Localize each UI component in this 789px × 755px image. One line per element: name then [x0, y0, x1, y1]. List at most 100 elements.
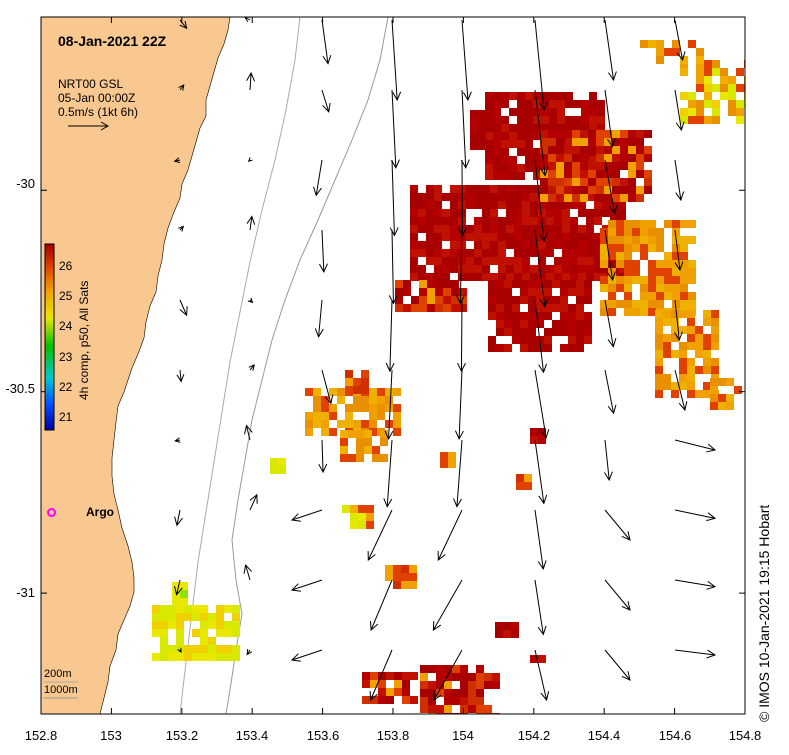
sst-pixel	[450, 257, 458, 265]
sst-pixel	[482, 257, 490, 265]
sst-pixel	[369, 412, 377, 420]
sst-pixel	[520, 296, 528, 304]
sst-pixel	[366, 505, 374, 513]
sst-pixel	[440, 452, 448, 460]
sst-pixel	[528, 288, 536, 296]
sst-pixel	[560, 280, 568, 288]
sst-pixel	[385, 388, 393, 396]
sst-pixel	[589, 116, 597, 124]
sst-pixel	[466, 257, 474, 265]
sst-pixel	[442, 209, 450, 217]
sst-pixel	[628, 130, 636, 138]
sst-pixel	[444, 681, 452, 689]
sst-pixel	[624, 308, 632, 316]
sst-pixel	[644, 146, 652, 154]
sst-pixel	[624, 228, 632, 236]
sst-pixel	[468, 673, 476, 681]
sst-pixel	[337, 396, 345, 404]
sst-pixel	[426, 201, 434, 209]
sst-pixel	[711, 334, 719, 342]
sst-pixel	[663, 374, 671, 382]
sst-pixel	[726, 378, 734, 386]
sst-pixel	[596, 170, 604, 178]
sst-pixel	[672, 276, 680, 284]
sst-pixel	[337, 420, 345, 428]
sst-pixel	[544, 328, 552, 336]
sst-pixel	[340, 430, 348, 438]
sst-pixel	[168, 613, 176, 621]
sst-pixel	[470, 110, 478, 118]
sst-pixel	[484, 705, 492, 713]
sst-pixel	[728, 92, 736, 100]
x-tick-label: 152.8	[25, 728, 58, 743]
sst-pixel	[409, 573, 417, 581]
sst-pixel	[546, 225, 554, 233]
sst-pixel	[366, 521, 374, 529]
sst-pixel	[482, 217, 490, 225]
sst-pixel	[478, 110, 486, 118]
sst-pixel	[361, 404, 369, 412]
sst-pixel	[580, 138, 588, 146]
sst-pixel	[525, 140, 533, 148]
sst-pixel	[688, 276, 696, 284]
sst-pixel	[541, 116, 549, 124]
sst-pixel	[364, 430, 372, 438]
sst-pixel	[586, 233, 594, 241]
sst-pixel	[345, 420, 353, 428]
sst-pixel	[525, 164, 533, 172]
sst-pixel	[640, 40, 648, 48]
sst-pixel	[616, 276, 624, 284]
sst-pixel	[428, 705, 436, 713]
sst-pixel	[501, 100, 509, 108]
colorbar-tick-label: 23	[59, 350, 73, 364]
sst-pixel	[358, 521, 366, 529]
sst-pixel	[600, 260, 608, 268]
sst-pixel	[648, 40, 656, 48]
sst-pixel	[546, 217, 554, 225]
sst-pixel	[578, 209, 586, 217]
sst-pixel	[704, 60, 712, 68]
sst-pixel	[348, 430, 356, 438]
sst-pixel	[568, 288, 576, 296]
sst-pixel	[600, 228, 608, 236]
sst-pixel	[656, 48, 664, 56]
sst-pixel	[718, 394, 726, 402]
sst-pixel	[628, 194, 636, 202]
sst-pixel	[490, 209, 498, 217]
current-arrow	[247, 649, 252, 654]
sst-pixel	[687, 382, 695, 390]
sst-pixel	[726, 402, 734, 410]
sst-pixel	[160, 629, 168, 637]
sst-pixel	[728, 100, 736, 108]
sst-pixel	[538, 655, 546, 663]
sst-pixel	[546, 265, 554, 273]
sst-pixel	[496, 320, 504, 328]
sst-pixel	[644, 154, 652, 162]
sst-pixel	[176, 605, 184, 613]
sst-pixel	[506, 241, 514, 249]
sst-pixel	[580, 178, 588, 186]
sst-pixel	[361, 386, 369, 394]
sst-pixel	[490, 257, 498, 265]
current-arrow	[319, 440, 327, 472]
sst-pixel	[514, 201, 522, 209]
sst-pixel	[538, 241, 546, 249]
sst-pixel	[710, 386, 718, 394]
sst-pixel	[395, 288, 403, 296]
sst-pixel	[656, 40, 664, 48]
sst-pixel	[410, 672, 418, 680]
sst-pixel	[369, 388, 377, 396]
sst-pixel	[628, 154, 636, 162]
sst-pixel	[495, 622, 503, 630]
sst-pixel	[498, 265, 506, 273]
sst-pixel	[711, 342, 719, 350]
sst-pixel	[434, 233, 442, 241]
sst-pixel	[616, 220, 624, 228]
sst-pixel	[440, 460, 448, 468]
sst-pixel	[616, 252, 624, 260]
sst-pixel	[525, 116, 533, 124]
current-arrow	[292, 510, 322, 521]
sst-pixel	[496, 288, 504, 296]
sst-pixel	[482, 249, 490, 257]
sst-pixel	[377, 412, 385, 420]
